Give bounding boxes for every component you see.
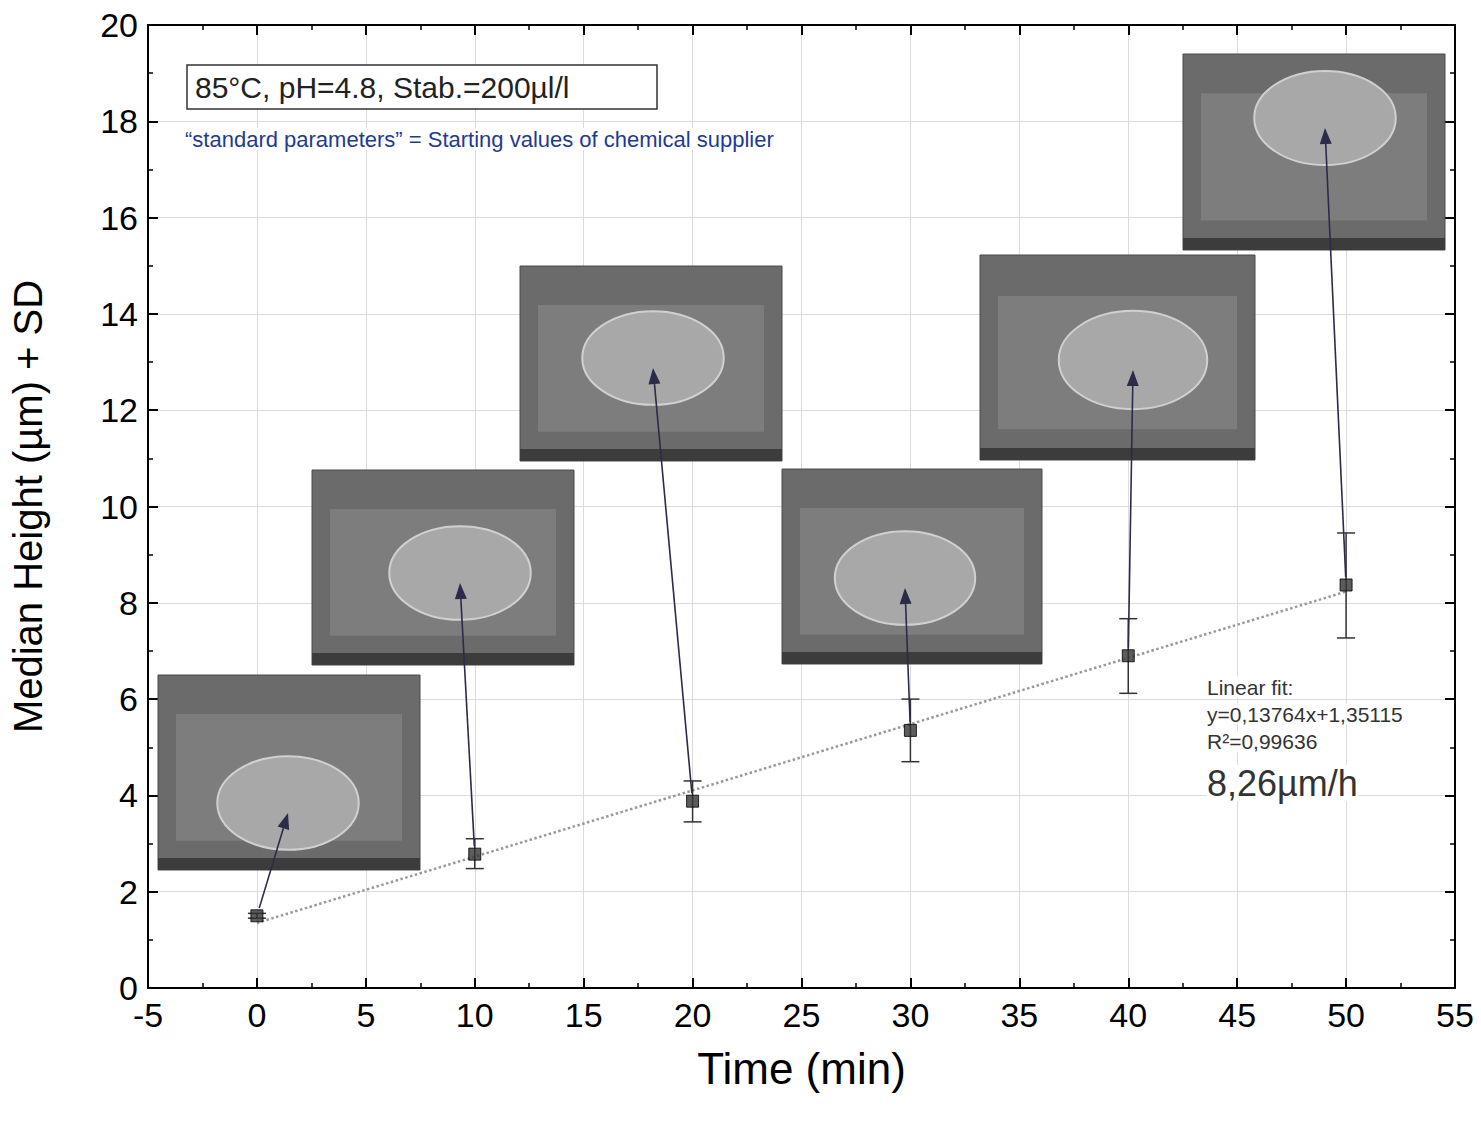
svg-text:10: 10 (100, 488, 138, 526)
svg-text:2: 2 (119, 873, 138, 911)
svg-text:Linear fit:: Linear fit: (1207, 676, 1293, 699)
svg-text:18: 18 (100, 102, 138, 140)
svg-text:R²=0,99636: R²=0,99636 (1207, 730, 1317, 753)
svg-text:50: 50 (1327, 996, 1365, 1034)
svg-text:6: 6 (119, 680, 138, 718)
svg-text:15: 15 (565, 996, 603, 1034)
svg-text:45: 45 (1218, 996, 1256, 1034)
svg-text:8,26µm/h: 8,26µm/h (1207, 763, 1358, 804)
svg-text:y=0,13764x+1,35115: y=0,13764x+1,35115 (1207, 703, 1403, 726)
svg-text:35: 35 (1000, 996, 1038, 1034)
svg-text:Time (min): Time (min) (697, 1044, 906, 1093)
svg-text:85°C, pH=4.8, Stab.=200µl/l: 85°C, pH=4.8, Stab.=200µl/l (195, 71, 570, 104)
svg-text:14: 14 (100, 295, 138, 333)
svg-text:0: 0 (247, 996, 266, 1034)
svg-text:16: 16 (100, 199, 138, 237)
svg-text:20: 20 (100, 6, 138, 44)
svg-text:4: 4 (119, 776, 138, 814)
svg-text:55: 55 (1436, 996, 1474, 1034)
svg-text:30: 30 (892, 996, 930, 1034)
svg-text:“standard parameters” = Starti: “standard parameters” = Starting values … (185, 127, 774, 152)
svg-text:-5: -5 (133, 996, 163, 1034)
svg-text:12: 12 (100, 391, 138, 429)
svg-text:Median Height (µm) + SD: Median Height (µm) + SD (6, 280, 50, 733)
svg-text:20: 20 (674, 996, 712, 1034)
svg-text:0: 0 (119, 969, 138, 1007)
svg-text:40: 40 (1109, 996, 1147, 1034)
svg-text:5: 5 (356, 996, 375, 1034)
svg-text:8: 8 (119, 584, 138, 622)
svg-text:10: 10 (456, 996, 494, 1034)
svg-text:25: 25 (783, 996, 821, 1034)
